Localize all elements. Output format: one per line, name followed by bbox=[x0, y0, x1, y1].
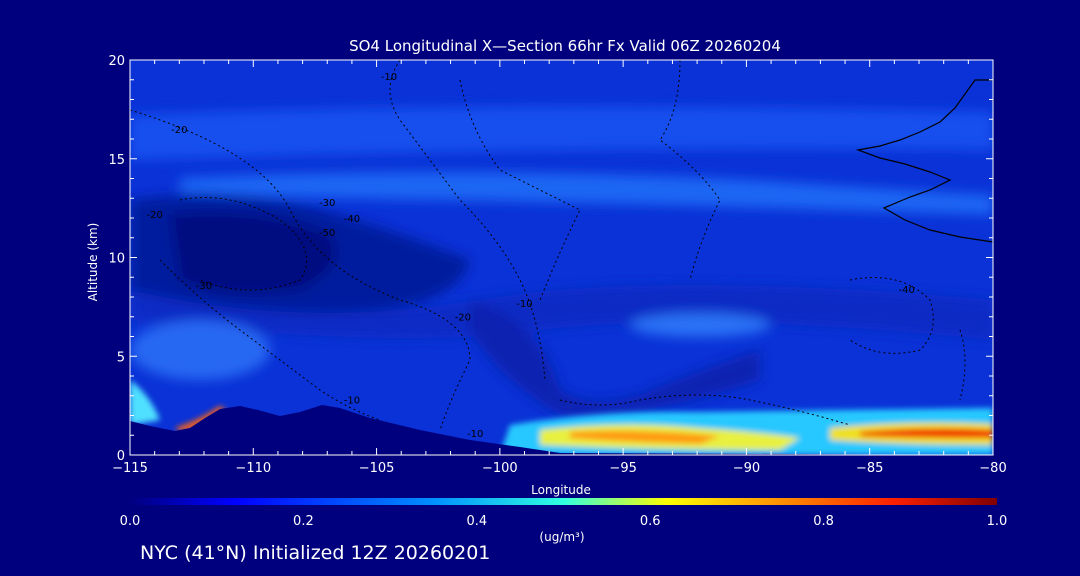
colorbar-tick-label: 0.4 bbox=[466, 514, 487, 529]
footer-caption: NYC (41°N) Initialized 12Z 20260201 bbox=[140, 542, 491, 564]
colorbar-ticks: 0.0 0.2 0.4 0.6 0.8 1.0 bbox=[120, 514, 1008, 529]
y-tick-label: 20 bbox=[108, 54, 125, 69]
x-axis: −115 −110 −105 −100 −95 −90 −85 −80 bbox=[112, 60, 1007, 476]
field-lightspot-east bbox=[630, 313, 770, 337]
field-mid-band bbox=[130, 285, 993, 340]
contour-label: -40 bbox=[899, 285, 915, 296]
contour-label: -10 bbox=[344, 396, 360, 407]
x-tick-label: −95 bbox=[609, 461, 636, 476]
contour-label: -20 bbox=[171, 125, 187, 136]
contour-line-7 bbox=[849, 277, 934, 354]
dotted-contours bbox=[130, 60, 966, 431]
x-tick-label: −115 bbox=[112, 461, 148, 476]
colorbar bbox=[130, 498, 997, 505]
contour-label: -10 bbox=[516, 299, 532, 310]
contour-line-3 bbox=[389, 60, 546, 381]
field-hotspot-west bbox=[175, 406, 226, 432]
contour-label: -30 bbox=[196, 281, 212, 292]
solid-contour bbox=[855, 79, 993, 243]
contour-label: -20 bbox=[146, 210, 162, 221]
y-tick-label: 0 bbox=[117, 449, 125, 464]
field-trough bbox=[470, 300, 760, 416]
contour-line-4 bbox=[459, 79, 581, 301]
contour-line-1 bbox=[130, 109, 471, 431]
contour-label: -20 bbox=[455, 313, 471, 324]
y-tick-label: 15 bbox=[108, 153, 125, 168]
contour-label: -50 bbox=[319, 228, 335, 239]
x-tick-label: −110 bbox=[235, 461, 271, 476]
x-tick-label: −105 bbox=[359, 461, 395, 476]
x-tick-label: −90 bbox=[733, 461, 760, 476]
x-tick-label: −100 bbox=[482, 461, 518, 476]
colorbar-unit: (ug/m³) bbox=[539, 530, 584, 544]
y-axis-label: Altitude (km) bbox=[86, 223, 100, 302]
contour-labels: -10 -20 -20 -30 -40 -50 -30 -20 -10 -10 -10 -40 bbox=[146, 72, 914, 440]
field-plume-orange bbox=[570, 430, 720, 444]
chart-title: SO4 Longitudinal X—Section 66hr Fx Valid… bbox=[349, 37, 781, 55]
contour-line-9 bbox=[959, 329, 966, 401]
contour-label: -40 bbox=[344, 214, 360, 225]
field-lightspot-west bbox=[130, 320, 270, 380]
colorbar-tick-label: 0.2 bbox=[293, 514, 314, 529]
contour-label: -30 bbox=[319, 198, 335, 209]
y-tick-label: 10 bbox=[108, 252, 125, 267]
x-axis-label: Longitude bbox=[531, 483, 591, 497]
contour-label: -10 bbox=[381, 72, 397, 83]
y-axis: 0 5 10 15 20 bbox=[108, 54, 993, 464]
field-coast-light bbox=[130, 380, 160, 425]
field-plume-east-red bbox=[860, 428, 993, 438]
terrain bbox=[130, 405, 993, 455]
field-upper-band bbox=[130, 106, 993, 160]
y-tick-label: 5 bbox=[117, 350, 125, 365]
colorbar-tick-label: 1.0 bbox=[987, 514, 1008, 529]
contour-line-2 bbox=[159, 259, 381, 421]
field-dark-core-inner bbox=[170, 212, 336, 294]
colorbar-tick-label: 0.8 bbox=[813, 514, 834, 529]
x-tick-label: −85 bbox=[856, 461, 883, 476]
x-tick-label: −80 bbox=[979, 461, 1006, 476]
plot-area: -10 -20 -20 -30 -40 -50 -30 -20 -10 -10 -10 -40 bbox=[130, 60, 993, 455]
colorbar-tick-label: 0.6 bbox=[640, 514, 661, 529]
contour-label: -10 bbox=[467, 429, 483, 440]
field-light-band bbox=[180, 171, 993, 215]
colorbar-tick-label: 0.0 bbox=[120, 514, 141, 529]
contour-line-5 bbox=[659, 60, 721, 281]
